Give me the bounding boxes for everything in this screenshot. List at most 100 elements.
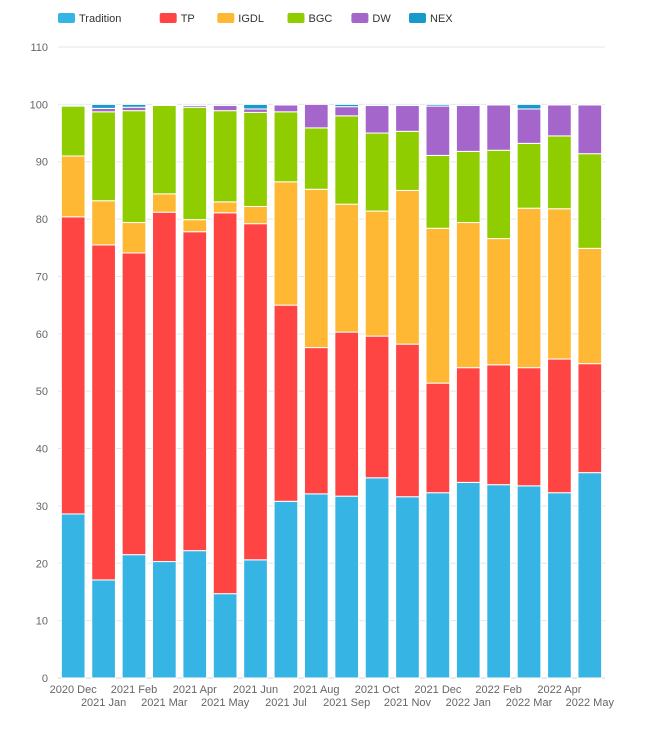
bar-segment-dw[interactable] xyxy=(364,105,390,134)
bar-segment-nex[interactable] xyxy=(334,103,360,108)
bar-segment-tradition[interactable] xyxy=(364,477,390,679)
bar-segment-bgc[interactable] xyxy=(152,105,177,195)
bar-segment-nex[interactable] xyxy=(212,103,238,107)
bar-segment-bgc[interactable] xyxy=(486,149,511,240)
bar-segment-tradition[interactable] xyxy=(395,496,420,679)
bar-segment-tradition[interactable] xyxy=(243,559,268,679)
bar-segment-tp[interactable] xyxy=(152,211,177,563)
bar-segment-tp[interactable] xyxy=(577,363,603,474)
bar-segment-bgc[interactable] xyxy=(455,150,481,224)
bar-segment-igdl[interactable] xyxy=(121,222,147,254)
bar-segment-tp[interactable] xyxy=(243,223,268,561)
bar-segment-bgc[interactable] xyxy=(212,110,238,203)
bar-segment-igdl[interactable] xyxy=(60,155,86,218)
bar-segment-igdl[interactable] xyxy=(212,201,238,214)
bar-segment-bgc[interactable] xyxy=(273,111,299,183)
bar-segment-nex[interactable] xyxy=(243,103,268,110)
bar-segment-tradition[interactable] xyxy=(152,561,177,679)
bar-segment-tradition[interactable] xyxy=(273,500,299,679)
bar-segment-igdl[interactable] xyxy=(395,189,420,345)
bar-segment-nex[interactable] xyxy=(182,103,208,107)
bar-segment-igdl[interactable] xyxy=(577,247,603,365)
bar-segment-bgc[interactable] xyxy=(334,115,360,205)
bar-segment-tradition[interactable] xyxy=(60,513,86,679)
bar-segment-igdl[interactable] xyxy=(334,203,360,333)
legend-item-tp[interactable]: TP xyxy=(159,13,195,25)
bar-segment-igdl[interactable] xyxy=(182,219,208,233)
bar-segment-igdl[interactable] xyxy=(425,227,451,384)
bar-segment-tp[interactable] xyxy=(425,382,451,494)
bar-segment-tp[interactable] xyxy=(121,252,147,556)
bar-segment-nex[interactable] xyxy=(547,103,572,106)
bar-segment-tp[interactable] xyxy=(334,331,360,497)
bar-segment-tradition[interactable] xyxy=(212,593,238,679)
bar-segment-nex[interactable] xyxy=(60,103,86,107)
bar-segment-bgc[interactable] xyxy=(243,111,268,207)
bar-segment-bgc[interactable] xyxy=(60,105,86,157)
bar-segment-bgc[interactable] xyxy=(303,127,329,190)
bar-segment-igdl[interactable] xyxy=(243,205,268,225)
bar-segment-bgc[interactable] xyxy=(395,130,420,191)
bar-segment-igdl[interactable] xyxy=(486,238,511,366)
bar-segment-tp[interactable] xyxy=(273,304,299,502)
bar-segment-tradition[interactable] xyxy=(547,492,572,679)
bar-segment-tradition[interactable] xyxy=(577,472,603,679)
bar-segment-dw[interactable] xyxy=(273,104,299,113)
bar-segment-tradition[interactable] xyxy=(91,579,116,679)
bar-segment-dw[interactable] xyxy=(121,106,147,112)
bar-segment-nex[interactable] xyxy=(273,103,299,106)
bar-segment-dw[interactable] xyxy=(455,105,481,152)
bar-segment-nex[interactable] xyxy=(425,103,451,107)
legend-item-nex[interactable]: NEX xyxy=(409,13,453,25)
bar-segment-igdl[interactable] xyxy=(547,208,572,360)
legend-item-tradition[interactable]: Tradition xyxy=(58,13,121,25)
bar-segment-tp[interactable] xyxy=(486,364,511,486)
bar-segment-nex[interactable] xyxy=(91,103,116,109)
bar-segment-tradition[interactable] xyxy=(182,550,208,679)
bar-segment-tp[interactable] xyxy=(516,367,542,487)
bar-segment-nex[interactable] xyxy=(121,103,147,108)
bar-segment-tradition[interactable] xyxy=(303,493,329,679)
bar-segment-igdl[interactable] xyxy=(455,222,481,369)
legend-item-bgc[interactable]: BGC xyxy=(287,13,333,25)
bar-segment-tradition[interactable] xyxy=(516,485,542,679)
bar-segment-dw[interactable] xyxy=(395,105,420,132)
bar-segment-bgc[interactable] xyxy=(425,154,451,229)
bar-segment-igdl[interactable] xyxy=(91,200,116,246)
bar-segment-bgc[interactable] xyxy=(547,135,572,210)
bar-segment-tp[interactable] xyxy=(212,212,238,595)
bar-segment-igdl[interactable] xyxy=(516,207,542,369)
bar-segment-tp[interactable] xyxy=(182,231,208,552)
bar-segment-nex[interactable] xyxy=(577,103,603,106)
bar-segment-dw[interactable] xyxy=(516,108,542,144)
bar-segment-tradition[interactable] xyxy=(121,554,147,679)
bar-segment-nex[interactable] xyxy=(486,103,511,106)
bar-segment-bgc[interactable] xyxy=(577,153,603,249)
bar-segment-nex[interactable] xyxy=(152,103,177,106)
bar-segment-tp[interactable] xyxy=(60,216,86,515)
bar-segment-bgc[interactable] xyxy=(121,110,147,224)
bar-segment-tradition[interactable] xyxy=(455,481,481,679)
bar-segment-dw[interactable] xyxy=(91,107,116,113)
bar-segment-tp[interactable] xyxy=(547,358,572,494)
bar-segment-nex[interactable] xyxy=(395,103,420,107)
bar-segment-dw[interactable] xyxy=(547,104,572,137)
bar-segment-nex[interactable] xyxy=(455,103,481,107)
bar-segment-bgc[interactable] xyxy=(182,106,208,221)
bar-segment-dw[interactable] xyxy=(303,103,329,129)
bar-segment-nex[interactable] xyxy=(364,103,390,107)
legend-item-dw[interactable]: DW xyxy=(351,13,391,25)
bar-segment-tp[interactable] xyxy=(395,343,420,498)
bar-segment-igdl[interactable] xyxy=(364,210,390,337)
bar-segment-dw[interactable] xyxy=(486,104,511,151)
bar-segment-bgc[interactable] xyxy=(91,111,116,202)
bar-segment-dw[interactable] xyxy=(212,105,238,112)
bar-segment-igdl[interactable] xyxy=(273,181,299,306)
bar-segment-tp[interactable] xyxy=(91,244,116,581)
bar-segment-bgc[interactable] xyxy=(364,132,390,212)
bar-segment-tradition[interactable] xyxy=(334,495,360,679)
bar-segment-tp[interactable] xyxy=(364,335,390,479)
bar-segment-bgc[interactable] xyxy=(516,142,542,209)
bar-segment-tp[interactable] xyxy=(303,347,329,495)
bar-segment-dw[interactable] xyxy=(577,104,603,155)
